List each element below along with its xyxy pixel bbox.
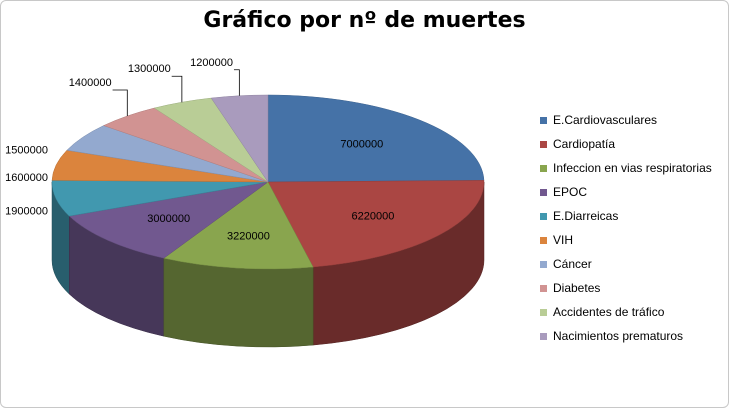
data-label-9: 1200000 [190, 57, 233, 69]
legend-label: Nacimientos prematuros [553, 329, 684, 343]
data-label-3: 3000000 [147, 213, 190, 225]
data-label-7: 1400000 [69, 77, 112, 89]
legend-swatch [540, 332, 547, 340]
legend-item: Cáncer [540, 252, 725, 276]
data-labels: 7000000 6220000 3220000 3000000 1900000 16000… [5, 57, 394, 243]
legend-item: Nacimientos prematuros [540, 324, 725, 348]
legend-item: Infeccion en vias respiratorias [540, 156, 725, 180]
legend-label: E.Diarreicas [553, 209, 619, 223]
legend-label: Infeccion en vias respiratorias [553, 161, 712, 175]
chart-legend: E.Cardiovasculares Cardiopatía Infeccion e… [540, 108, 725, 348]
legend-item: E.Diarreicas [540, 204, 725, 228]
legend-item: VIH [540, 228, 725, 252]
data-label-6: 1500000 [5, 144, 48, 156]
legend-swatch [540, 284, 547, 292]
leader-line-9 [233, 69, 240, 96]
data-label-4: 1900000 [5, 206, 48, 218]
pie-slice-9 [210, 94, 269, 183]
legend-swatch [540, 164, 547, 172]
legend-swatch [540, 140, 547, 148]
data-label-5: 1600000 [5, 172, 48, 184]
leader-line-8 [171, 75, 183, 103]
legend-item: Diabetes [540, 276, 725, 300]
legend-label: Cáncer [553, 257, 592, 271]
pie-top [51, 94, 485, 270]
legend-item: Cardiopatía [540, 132, 725, 156]
legend-item: Accidentes de tráfico [540, 300, 725, 324]
data-label-8: 1300000 [128, 63, 171, 75]
data-label-2: 3220000 [227, 230, 270, 242]
legend-label: EPOC [553, 185, 588, 199]
pie-slice-3 [68, 181, 269, 259]
legend-swatch [540, 236, 547, 244]
leader-line-7 [112, 89, 128, 116]
legend-swatch [540, 116, 547, 124]
chart-title: Gráfico por nº de muertes [203, 8, 526, 33]
legend-swatch [540, 212, 547, 220]
pie-side-2 [163, 257, 314, 348]
legend-label: Cardiopatía [553, 137, 616, 151]
pie-slice-0 [267, 94, 485, 183]
legend-swatch [540, 188, 547, 196]
pie-slice-2 [163, 181, 314, 270]
legend-label: Diabetes [553, 281, 601, 295]
data-label-0: 7000000 [340, 139, 383, 151]
legend-label: E.Cardiovasculares [553, 113, 658, 127]
pie-slice-1 [267, 180, 485, 268]
legend-item: EPOC [540, 180, 725, 204]
legend-item: E.Cardiovasculares [540, 108, 725, 132]
legend-label: Accidentes de tráfico [553, 305, 665, 319]
legend-swatch [540, 260, 547, 268]
legend-label: VIH [553, 233, 574, 247]
pie-sides [51, 181, 485, 348]
legend-swatch [540, 308, 547, 316]
data-label-1: 6220000 [352, 211, 395, 223]
